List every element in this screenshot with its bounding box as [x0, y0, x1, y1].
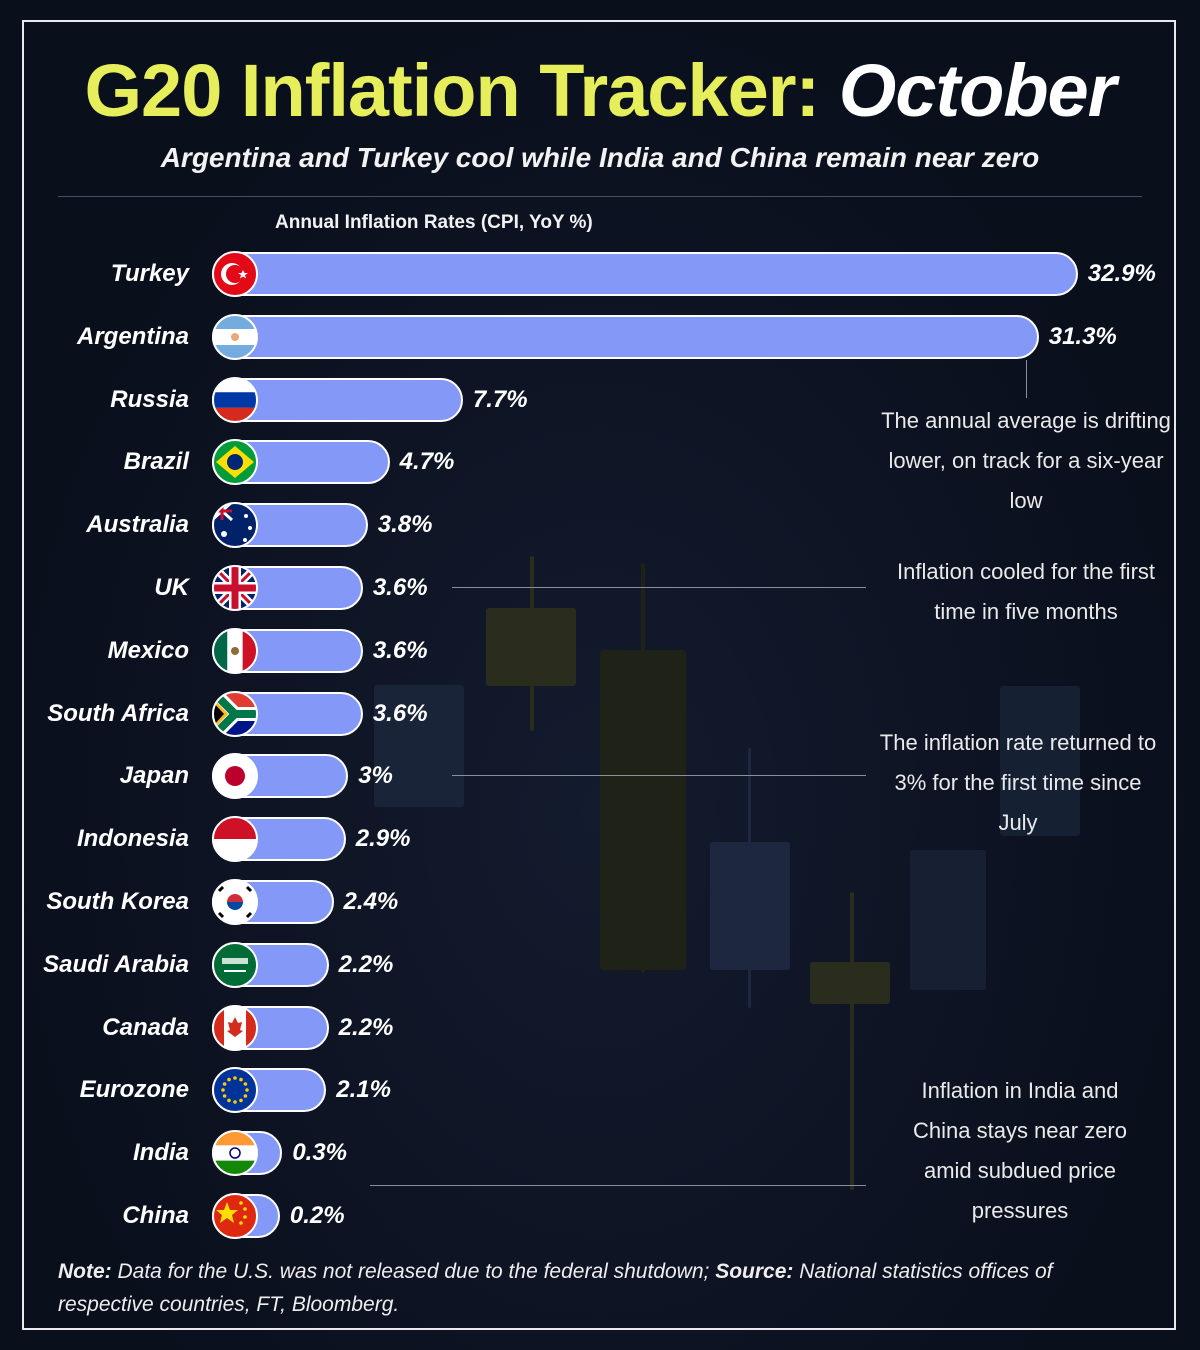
- mexico-flag-icon: [212, 627, 258, 674]
- country-label: Mexico: [107, 636, 189, 664]
- source-label: Source:: [715, 1260, 794, 1283]
- annotation-line: [1026, 360, 1027, 398]
- subtitle: Argentina and Turkey cool while India an…: [160, 142, 1040, 173]
- argentina-flag-icon: [212, 313, 258, 360]
- country-label: Indonesia: [76, 825, 189, 853]
- country-label: Australia: [86, 511, 189, 539]
- country-label: Canada: [102, 1013, 189, 1041]
- india-flag-icon: [212, 1130, 258, 1177]
- uk-flag-icon: [212, 565, 258, 611]
- value-label: 0.3%: [292, 1139, 348, 1167]
- value-label: 0.2%: [289, 1202, 345, 1229]
- indonesia-flag-icon: [212, 816, 258, 863]
- country-label: Japan: [119, 762, 189, 790]
- value-label: 2.1%: [336, 1076, 391, 1104]
- chart-title: Annual Inflation Rates (CPI, YoY %): [275, 212, 593, 233]
- japan-flag-icon: [212, 753, 258, 800]
- country-label: South Korea: [46, 888, 189, 915]
- page-title: G20 Inflation Tracker: October: [0, 48, 1200, 133]
- value-label: 3%: [358, 762, 393, 790]
- value-label: 2.2%: [338, 950, 394, 978]
- value-label: 7.7%: [472, 385, 528, 413]
- brazil-flag-icon: [212, 439, 258, 486]
- value-label: 32.9%: [1087, 260, 1156, 287]
- annotation-4: Inflation in India and China stays near …: [913, 1078, 1127, 1223]
- saudi-arabia-flag-icon: [212, 941, 258, 988]
- australia-flag-icon: [212, 502, 258, 549]
- country-label: Russia: [110, 385, 189, 413]
- value-label: 3.8%: [377, 511, 433, 539]
- title-month: October: [838, 49, 1117, 132]
- note-label: Note:: [58, 1260, 112, 1283]
- annotation-3: The inflation rate returned to 3% for th…: [879, 730, 1157, 835]
- country-label: Eurozone: [79, 1076, 189, 1104]
- annotation-line: [370, 1185, 866, 1186]
- country-label: South Africa: [47, 699, 189, 727]
- country-label: India: [132, 1139, 189, 1167]
- russia-flag-icon: [212, 376, 258, 423]
- country-label: Brazil: [123, 448, 189, 476]
- turkey-flag-icon: [212, 251, 258, 297]
- source-text: National statistics offices of respectiv…: [58, 1260, 1053, 1316]
- frame: [22, 20, 1176, 1330]
- canada-flag-icon: [212, 1004, 258, 1051]
- country-label: China: [122, 1202, 189, 1229]
- south-korea-flag-icon: [212, 879, 258, 925]
- country-label: Argentina: [76, 322, 189, 350]
- title-main: G20 Inflation Tracker:: [84, 49, 821, 132]
- annotation-line: [452, 587, 866, 588]
- value-label: 4.7%: [399, 448, 455, 476]
- country-label: Saudi Arabia: [43, 950, 189, 978]
- footer-note: Note: Data for the U.S. was not released…: [58, 1255, 1138, 1321]
- annotation-2: Inflation cooled for the first time in f…: [896, 559, 1156, 624]
- annotation-1: The annual average is drifting lower, on…: [881, 408, 1171, 513]
- value-label: 2.2%: [338, 1013, 394, 1041]
- south-africa-flag-icon: [212, 690, 258, 737]
- value-label: 3.6%: [372, 574, 428, 601]
- divider: [58, 196, 1142, 197]
- china-flag-icon: [212, 1193, 258, 1239]
- bar: [212, 252, 1078, 296]
- eurozone-flag-icon: [212, 1067, 258, 1114]
- country-label: UK: [154, 574, 189, 601]
- value-label: 3.6%: [372, 699, 428, 727]
- country-label: Turkey: [110, 260, 189, 287]
- value-label: 31.3%: [1048, 322, 1117, 350]
- value-label: 2.9%: [355, 825, 411, 853]
- bar: [212, 314, 1039, 359]
- value-label: 2.4%: [343, 888, 399, 915]
- value-label: 3.6%: [372, 636, 428, 664]
- note-text: Data for the U.S. was not released due t…: [111, 1260, 716, 1283]
- annotation-line: [452, 775, 866, 776]
